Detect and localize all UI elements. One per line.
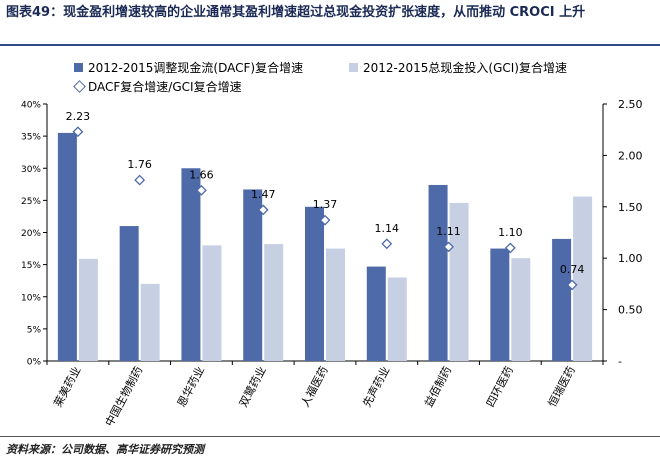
x-tick-label-4: 人福医药 bbox=[298, 364, 331, 409]
bar-gci-7 bbox=[511, 258, 531, 361]
x-tick-label-7: 四环医药 bbox=[484, 364, 516, 409]
bar-gci-8 bbox=[573, 196, 593, 361]
x-tick-label-2: 恩华药业 bbox=[174, 364, 207, 409]
bar-gci-4 bbox=[326, 248, 345, 361]
y-left-tick-label: 0% bbox=[27, 358, 42, 368]
bar-gci-6 bbox=[449, 202, 469, 361]
legend-label-ratio: DACF复合增速/GCI复合增速 bbox=[88, 80, 242, 94]
y-left-tick-label: 35% bbox=[21, 133, 41, 143]
legend-swatch-gci bbox=[349, 63, 358, 72]
ratio-marker-1 bbox=[134, 174, 146, 186]
y-left-tick-label: 10% bbox=[21, 293, 41, 303]
y-right-tick-label: 1.50 bbox=[618, 201, 643, 214]
chart-canvas: 0% 5% 10% 15% 20% 25% 30% 35% 40% - 0.50 1.00 1.50 2.… bbox=[21, 98, 643, 429]
ratio-marker-5 bbox=[381, 238, 393, 250]
x-tick-label-8: 恒瑞医药 bbox=[545, 364, 578, 409]
bar-dacf-2 bbox=[181, 168, 201, 361]
ratio-data-label-0: 2.23 bbox=[66, 110, 91, 123]
bar-dacf-6 bbox=[428, 184, 448, 361]
y-left-tick-label: 15% bbox=[21, 261, 41, 271]
y-right-tick-label: 2.00 bbox=[618, 149, 643, 162]
ratio-marker-7 bbox=[504, 242, 516, 254]
x-tick-label-0: 莱美药业 bbox=[51, 364, 83, 409]
y-left-tick-label: 20% bbox=[21, 229, 41, 239]
bar-dacf-5 bbox=[366, 266, 386, 361]
footer-rule bbox=[0, 436, 660, 437]
chart-title: 图表49：现金盈利增速较高的企业通常其盈利增速超过总现金投资扩张速度，从而推动 … bbox=[6, 5, 586, 20]
y-right-tick-label: - bbox=[618, 355, 622, 368]
x-tick-label-5: 先声药业 bbox=[359, 364, 392, 409]
bar-gci-0 bbox=[78, 258, 98, 361]
y-right-tick-label: 0.50 bbox=[618, 304, 643, 317]
ratio-data-label-2: 1.66 bbox=[189, 168, 214, 181]
y-right-tick-label: 1.00 bbox=[618, 252, 643, 265]
title-rule bbox=[0, 44, 660, 46]
ratio-marker-3 bbox=[257, 204, 269, 216]
ratio-marker-8 bbox=[566, 279, 578, 291]
bar-dacf-0 bbox=[57, 132, 77, 361]
x-tick-label-1: 中国生物制药 bbox=[102, 364, 145, 429]
bar-gci-1 bbox=[140, 283, 160, 361]
ratio-data-label-7: 1.10 bbox=[498, 226, 523, 239]
y-left-tick-label: 40% bbox=[21, 101, 41, 111]
ratio-data-label-8: 0.74 bbox=[560, 263, 585, 276]
ratio-data-label-1: 1.76 bbox=[127, 158, 152, 171]
y-left-tick-label: 25% bbox=[21, 197, 41, 207]
ratio-marker-6 bbox=[443, 241, 454, 253]
x-tick-label-3: 双鹭药业 bbox=[236, 364, 269, 409]
ratio-marker-0 bbox=[72, 126, 84, 138]
ratio-data-label-3: 1.47 bbox=[251, 188, 276, 201]
ratio-marker-4 bbox=[319, 214, 331, 226]
ratio-marker-2 bbox=[196, 184, 207, 196]
bar-gci-5 bbox=[387, 277, 407, 361]
ratio-data-label-4: 1.37 bbox=[313, 198, 338, 211]
bar-gci-3 bbox=[264, 244, 284, 361]
bar-dacf-3 bbox=[243, 189, 263, 361]
legend-label-dacf: 2012-2015调整现金流(DACF)复合增速 bbox=[88, 61, 304, 75]
x-tick-label-6: 益佰制药 bbox=[421, 364, 454, 409]
bar-dacf-8 bbox=[552, 238, 572, 361]
ratio-data-label-6: 1.11 bbox=[436, 225, 461, 238]
y-right-tick-label: 2.50 bbox=[618, 98, 643, 111]
legend-label-gci: 2012-2015总现金投入(GCI)复合增速 bbox=[363, 61, 567, 75]
y-left-tick-label: 30% bbox=[21, 165, 41, 175]
bar-gci-2 bbox=[202, 245, 222, 361]
bar-dacf-7 bbox=[490, 248, 510, 361]
y-left-tick-label: 5% bbox=[27, 325, 42, 335]
ratio-data-label-5: 1.14 bbox=[375, 222, 400, 235]
bar-dacf-1 bbox=[119, 226, 139, 361]
legend-swatch-dacf bbox=[74, 63, 83, 72]
bar-dacf-4 bbox=[305, 206, 324, 361]
source-note: 资料来源：公司数据、高华证券研究预测 bbox=[6, 443, 204, 456]
